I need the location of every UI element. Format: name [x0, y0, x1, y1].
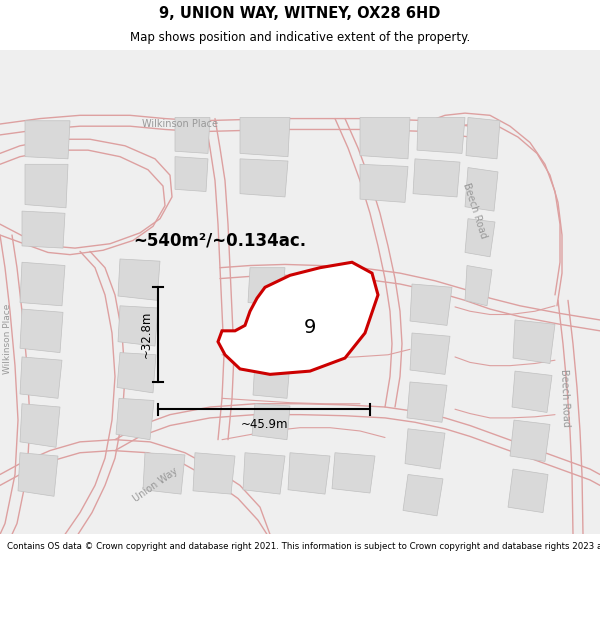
Text: Union Way: Union Way [131, 466, 179, 504]
Polygon shape [117, 352, 156, 393]
Polygon shape [508, 469, 548, 512]
Polygon shape [20, 262, 65, 306]
Polygon shape [20, 309, 63, 352]
Polygon shape [510, 420, 550, 461]
Text: Wilkinson Place: Wilkinson Place [4, 303, 13, 374]
Polygon shape [513, 320, 555, 364]
Polygon shape [193, 452, 235, 494]
Polygon shape [360, 118, 410, 159]
Polygon shape [25, 121, 70, 159]
Polygon shape [465, 168, 498, 211]
Polygon shape [413, 159, 460, 197]
Polygon shape [240, 159, 288, 197]
Polygon shape [243, 452, 285, 494]
Text: Beech Road: Beech Road [559, 369, 571, 428]
Polygon shape [466, 118, 500, 159]
Polygon shape [116, 398, 154, 439]
Polygon shape [407, 382, 447, 423]
Polygon shape [410, 333, 450, 374]
Polygon shape [248, 268, 285, 306]
Polygon shape [0, 50, 600, 534]
Polygon shape [118, 259, 160, 301]
Polygon shape [252, 404, 290, 439]
Polygon shape [20, 404, 60, 448]
Polygon shape [417, 118, 465, 153]
Text: ~540m²/~0.134ac.: ~540m²/~0.134ac. [133, 231, 306, 249]
Polygon shape [512, 371, 552, 413]
Polygon shape [288, 452, 330, 494]
Polygon shape [143, 452, 185, 494]
Text: ~32.8m: ~32.8m [139, 311, 152, 358]
Polygon shape [22, 211, 65, 248]
Polygon shape [253, 311, 290, 352]
Polygon shape [405, 429, 445, 469]
Polygon shape [410, 284, 452, 326]
Polygon shape [18, 452, 58, 496]
Polygon shape [403, 474, 443, 516]
Text: 9: 9 [304, 318, 316, 337]
Polygon shape [20, 357, 62, 398]
Polygon shape [360, 164, 408, 202]
Polygon shape [253, 360, 290, 398]
Text: Map shows position and indicative extent of the property.: Map shows position and indicative extent… [130, 31, 470, 44]
Text: Contains OS data © Crown copyright and database right 2021. This information is : Contains OS data © Crown copyright and d… [7, 542, 600, 551]
Polygon shape [218, 262, 378, 374]
Text: ~45.9m: ~45.9m [240, 418, 288, 431]
Text: Beech Road: Beech Road [461, 182, 489, 240]
Text: 9, UNION WAY, WITNEY, OX28 6HD: 9, UNION WAY, WITNEY, OX28 6HD [160, 6, 440, 21]
Polygon shape [175, 118, 210, 153]
Polygon shape [118, 306, 158, 346]
Polygon shape [332, 452, 375, 493]
Polygon shape [25, 164, 68, 208]
Polygon shape [240, 118, 290, 157]
Polygon shape [465, 266, 492, 306]
Polygon shape [175, 157, 208, 191]
Text: Wilkinson Place: Wilkinson Place [142, 119, 218, 129]
Polygon shape [465, 219, 495, 257]
